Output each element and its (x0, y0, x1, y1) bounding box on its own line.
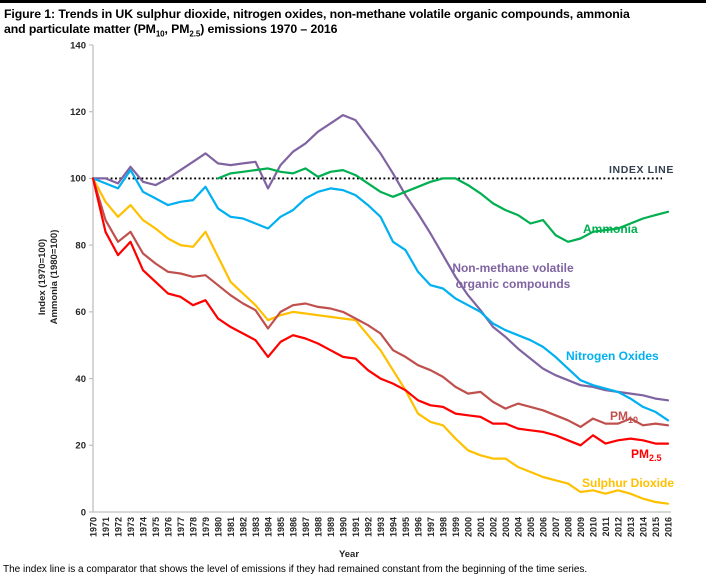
x-tick-label: 1993 (376, 517, 386, 537)
index-line-label: INDEX LINE (609, 164, 674, 176)
x-tick-label: 1986 (289, 517, 299, 537)
x-tick-label: 2008 (564, 517, 574, 537)
x-tick-label: 1973 (126, 517, 136, 537)
pm25-subscript: 2.5 (189, 29, 201, 39)
series-line-nitrogen-oxides (91, 169, 670, 422)
x-tick-label: 1974 (139, 517, 149, 537)
x-tick-label: 2012 (614, 517, 624, 537)
x-tick-label: 1978 (189, 517, 199, 537)
y-tick-label: 40 (75, 374, 86, 385)
series-line-pm2-5 (91, 177, 670, 447)
x-tick-label: 1970 (89, 517, 99, 537)
x-tick-label: 2002 (489, 517, 499, 537)
x-tick-label: 1985 (276, 517, 286, 537)
series-label-nitrogen-oxides: Nitrogen Oxides (566, 349, 659, 363)
y-tick-label: 100 (70, 174, 86, 185)
x-tick-label: 1999 (451, 517, 461, 537)
x-tick-label: 1987 (301, 517, 311, 537)
series-label-sulphur-dioxide: Sulphur Dioxide (582, 476, 674, 490)
figure-title-mid: , PM (164, 22, 190, 36)
top-border-rule (0, 0, 706, 3)
x-tick-label: 2005 (526, 517, 536, 537)
x-tick-label: 1995 (401, 517, 411, 537)
x-tick-label: 1997 (426, 517, 436, 537)
x-tick-label: 1979 (201, 517, 211, 537)
x-tick-label: 1989 (326, 517, 336, 537)
x-tick-label: 2009 (576, 517, 586, 537)
x-tick-label: 2000 (464, 517, 474, 537)
x-tick-label: 1988 (314, 517, 324, 537)
figure-title-line2-post: ) emissions 1970 – 2016 (200, 22, 338, 36)
pm10-subscript: 10 (155, 29, 165, 39)
x-tick-label: 1977 (176, 517, 186, 537)
x-tick-label: 2007 (551, 517, 561, 537)
y-tick-label: 80 (75, 240, 86, 251)
x-tick-label: 1982 (239, 517, 249, 537)
series-line-ammonia (216, 167, 670, 243)
x-tick-label: 1981 (226, 517, 236, 537)
y-tick-label: 60 (75, 307, 86, 318)
series-label-subscript-pm10: 10 (628, 415, 638, 425)
x-tick-label: 2006 (539, 517, 549, 537)
y-axis-title-line2: Ammonia (1980=100) (49, 230, 60, 325)
x-tick-label: 1990 (339, 517, 349, 537)
x-tick-label: 1991 (351, 517, 361, 537)
series-label-non-methane-volatile-organic-compounds: organic compounds (456, 277, 571, 291)
x-tick-label: 2013 (626, 517, 636, 537)
y-tick-label: 20 (75, 441, 86, 452)
x-axis-title: Year (339, 549, 359, 560)
x-tick-label: 1972 (114, 517, 124, 537)
x-tick-label: 1984 (264, 517, 274, 537)
figure-title-line1: Figure 1: Trends in UK sulphur dioxide, … (4, 7, 630, 21)
x-tick-label: 2003 (501, 517, 511, 537)
x-tick-label: 2011 (601, 517, 611, 537)
series-line-sulphur-dioxide (91, 177, 670, 505)
x-tick-label: 2016 (664, 517, 674, 537)
x-tick-label: 1975 (151, 517, 161, 537)
figure-title-line2-pre: and particulate matter (PM (4, 22, 156, 36)
y-axis-title-line1: Index (1970=100) (37, 239, 48, 315)
x-tick-label: 2004 (514, 517, 524, 537)
x-tick-label: 2001 (476, 517, 486, 537)
y-tick-label: 140 (70, 40, 86, 51)
y-tick-label: 0 (81, 507, 86, 518)
x-tick-label: 1976 (164, 517, 174, 537)
x-tick-label: 1980 (214, 517, 224, 537)
x-tick-label: 1996 (414, 517, 424, 537)
series-label-non-methane-volatile-organic-compounds: Non-methane volatile (452, 261, 574, 275)
x-tick-label: 2010 (589, 517, 599, 537)
x-tick-label: 1992 (364, 517, 374, 537)
x-tick-label: 1983 (251, 517, 261, 537)
series-label-pm10: PM10 (610, 409, 638, 425)
footnote-caption: The index line is a comparator that show… (3, 564, 588, 575)
x-tick-label: 2015 (651, 517, 661, 537)
x-tick-label: 1998 (439, 517, 449, 537)
x-tick-label: 1994 (389, 517, 399, 537)
y-tick-label: 120 (70, 107, 86, 118)
series-line-non-methane-volatile-organic-compounds (91, 113, 670, 402)
series-label-ammonia: Ammonia (583, 222, 638, 236)
x-tick-label: 2014 (639, 517, 649, 537)
series-line-pm10 (91, 177, 670, 428)
series-label-pm2-5: PM2.5 (631, 447, 662, 463)
x-tick-label: 1971 (101, 517, 111, 537)
figure-title: Figure 1: Trends in UK sulphur dioxide, … (4, 7, 704, 41)
series-label-subscript-pm2-5: 2.5 (649, 453, 662, 463)
